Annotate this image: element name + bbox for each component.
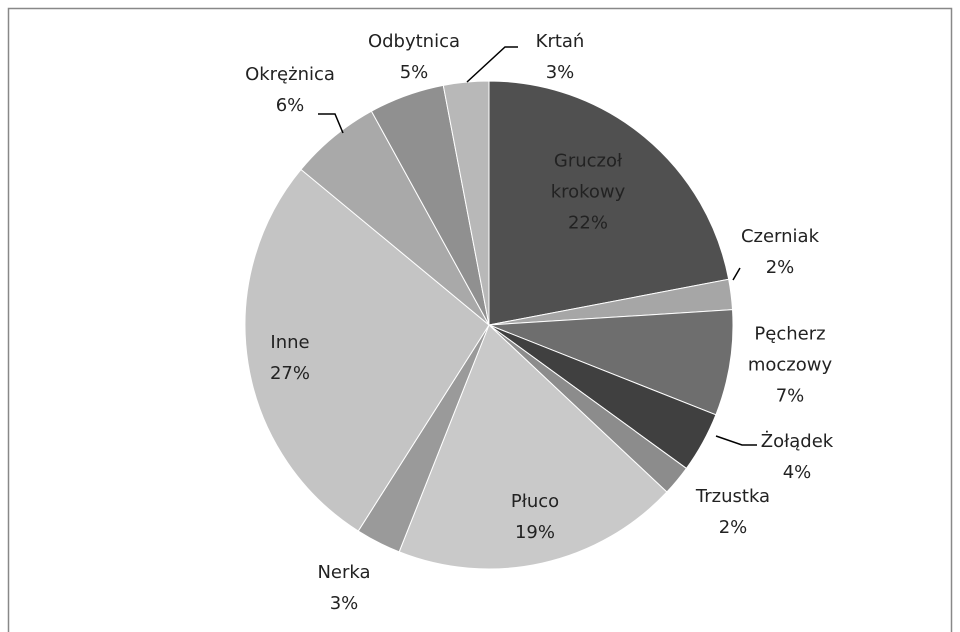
slice	[244, 168, 490, 532]
value-label: 3%	[545, 62, 575, 83]
slice-label: Czerniak 2%	[730, 221, 830, 283]
slice-label: Nerka 3%	[294, 557, 394, 619]
category-label: Żołądek	[760, 431, 834, 452]
slice	[488, 80, 730, 326]
slices	[244, 80, 734, 570]
value-label: 19%	[514, 522, 555, 543]
slice-label: Inne 27%	[240, 327, 340, 389]
slice-label: Żołądek 4%	[747, 426, 847, 488]
slice	[398, 324, 668, 570]
slice-label: Płuco 19%	[485, 486, 585, 548]
slice-label: Trzustka 2%	[683, 481, 783, 543]
value-label: 2%	[765, 257, 795, 278]
slice-label: Okrężnica 6%	[230, 59, 350, 121]
category-label: Płuco	[510, 491, 560, 512]
value-label: 6%	[275, 95, 305, 116]
category-label: Gruczoł krokowy	[550, 150, 626, 203]
slice-label: Krtań 3%	[510, 26, 610, 88]
value-label: 3%	[329, 593, 359, 614]
category-label: Inne	[270, 332, 310, 353]
slice-label: Gruczoł krokowy 22%	[541, 146, 636, 239]
slice	[488, 309, 734, 416]
slice-label: Pęcherz moczowy 7%	[740, 319, 840, 412]
value-label: 7%	[775, 385, 805, 407]
value-label: 27%	[269, 363, 310, 384]
category-label: Odbytnica	[367, 31, 461, 52]
leader-lines	[318, 46, 757, 446]
category-label: Pęcherz moczowy	[747, 323, 833, 376]
category-label: Okrężnica	[245, 64, 335, 85]
value-label: 2%	[718, 517, 748, 538]
slice-label: Odbytnica 5%	[354, 26, 474, 88]
slice	[442, 80, 490, 326]
category-label: Nerka	[317, 562, 371, 583]
value-label: 5%	[399, 62, 429, 83]
value-label: 4%	[782, 462, 812, 483]
category-label: Czerniak	[740, 226, 820, 247]
value-label: 22%	[567, 212, 608, 234]
category-label: Krtań	[535, 31, 585, 52]
category-label: Trzustka	[695, 486, 771, 507]
